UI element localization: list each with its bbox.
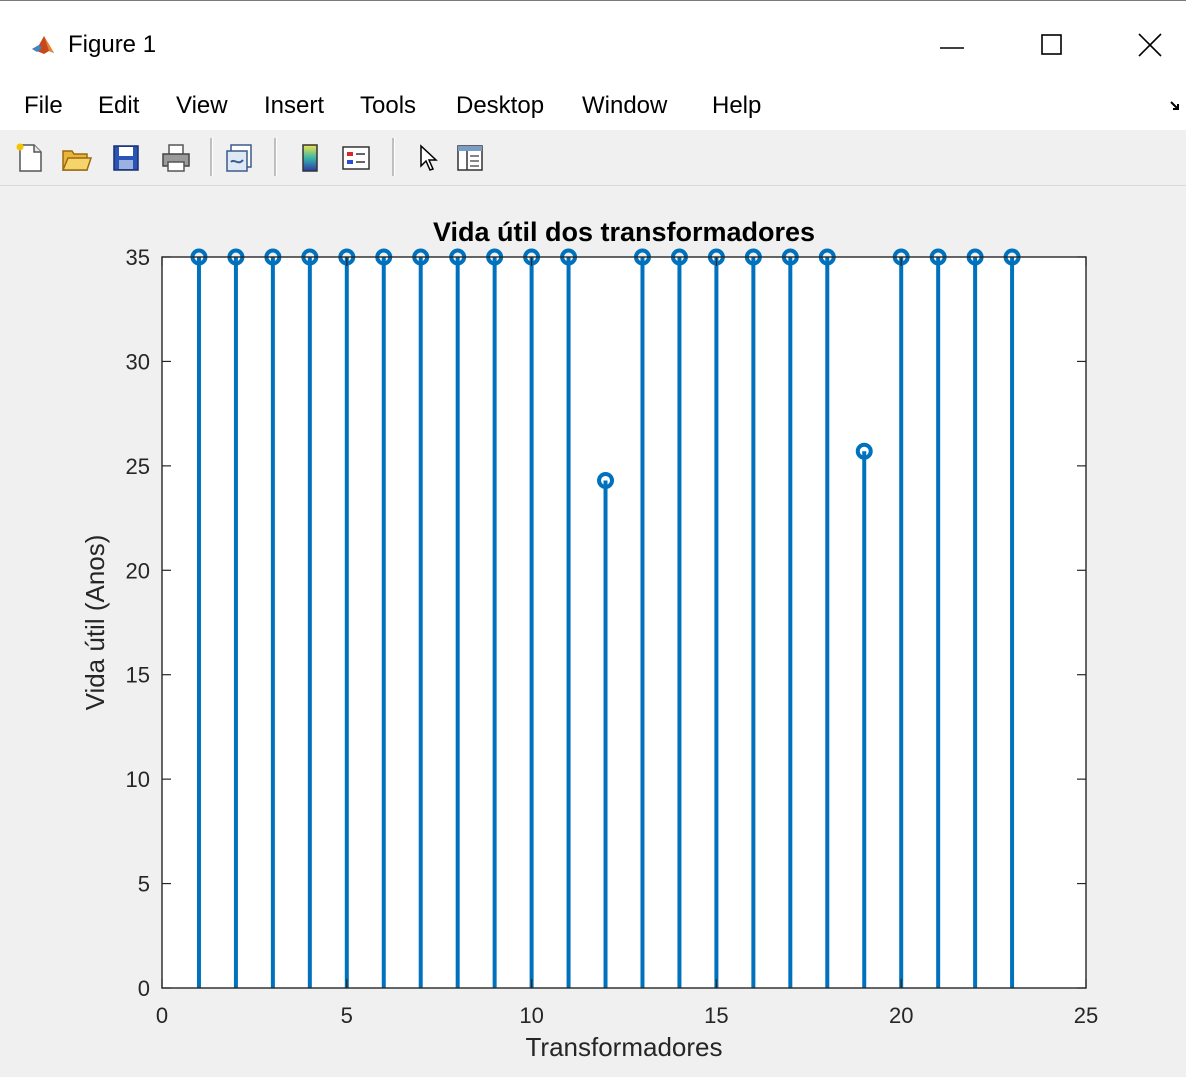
menu-window[interactable]: Window — [582, 92, 668, 119]
menu-file[interactable]: File — [24, 92, 63, 119]
chart-title: Vida útil dos transformadores — [433, 217, 815, 247]
axes-box — [161, 256, 1087, 989]
open-file-icon — [61, 150, 92, 171]
y-tick-label: 25 — [126, 454, 150, 479]
print-icon — [162, 144, 190, 172]
x-tick-label: 20 — [889, 1003, 913, 1028]
menu-insert[interactable]: Insert — [264, 92, 325, 119]
minimize-icon — [940, 47, 964, 49]
figure-canvas[interactable]: 0 5 10 15 20 25 0 5 10 15 20 25 30 35 Vida útil dos tr… — [0, 186, 1186, 1077]
stem-plot: 0 5 10 15 20 25 0 5 10 15 20 25 30 35 Vida útil dos tr… — [80, 217, 1098, 1062]
undock-arrow-icon[interactable] — [1168, 98, 1182, 112]
insert-legend-icon — [342, 146, 370, 170]
x-tick-label: 10 — [519, 1003, 543, 1028]
new-figure-icon — [16, 143, 42, 172]
y-tick-label: 0 — [138, 976, 150, 1001]
toolbar-separator — [274, 138, 277, 176]
edit-plot-icon — [420, 144, 438, 171]
edit-plot-button[interactable] — [408, 138, 448, 178]
y-tick-label: 20 — [126, 558, 150, 583]
title-bar: Figure 1 — [0, 0, 1186, 86]
y-tick-label: 35 — [126, 245, 150, 270]
menu-edit[interactable]: Edit — [98, 92, 140, 119]
save-icon — [113, 145, 139, 171]
x-axis-label: Transformadores — [526, 1032, 723, 1062]
link-plot-button[interactable] — [220, 138, 260, 178]
menu-view[interactable]: View — [176, 92, 228, 119]
toolbar-separator — [210, 138, 213, 176]
insert-colorbar-icon — [302, 144, 318, 172]
y-tick-label: 5 — [138, 872, 150, 897]
y-tick-label: 15 — [126, 663, 150, 688]
y-tick-label: 30 — [126, 349, 150, 374]
plot-area — [162, 257, 1086, 988]
y-axis-label: Vida útil (Anos) — [80, 535, 110, 711]
x-tick-label: 5 — [341, 1003, 353, 1028]
menu-tools[interactable]: Tools — [360, 92, 417, 119]
property-inspector-icon — [457, 145, 483, 171]
x-tick-label: 25 — [1074, 1003, 1098, 1028]
menu-help[interactable]: Help — [712, 92, 762, 119]
stem-marker — [597, 471, 615, 489]
y-tick-label: 10 — [126, 767, 150, 792]
maximize-icon — [1041, 34, 1062, 55]
print-button[interactable] — [156, 138, 196, 178]
toolbar-separator — [392, 138, 395, 176]
matlab-logo-icon — [30, 33, 56, 57]
new-figure-button[interactable] — [10, 138, 50, 178]
close-button[interactable] — [1120, 21, 1180, 67]
figure-toolbar — [0, 130, 1186, 186]
insert-legend-button[interactable] — [336, 138, 376, 178]
window-title: Figure 1 — [68, 31, 157, 58]
property-inspector-button[interactable] — [450, 138, 490, 178]
save-button[interactable] — [106, 138, 146, 178]
insert-colorbar-button[interactable] — [290, 138, 330, 178]
open-file-button[interactable] — [56, 138, 96, 178]
menu-bar: File Edit View Insert Tools Desktop Wind… — [0, 86, 1186, 130]
x-tick-label: 15 — [704, 1003, 728, 1028]
link-plot-icon — [226, 144, 252, 172]
maximize-button[interactable] — [1022, 21, 1082, 67]
stem-marker — [855, 442, 873, 460]
minimize-button[interactable] — [922, 21, 982, 67]
menu-desktop[interactable]: Desktop — [456, 92, 545, 119]
x-tick-label: 0 — [156, 1003, 168, 1028]
close-icon — [1138, 33, 1162, 57]
